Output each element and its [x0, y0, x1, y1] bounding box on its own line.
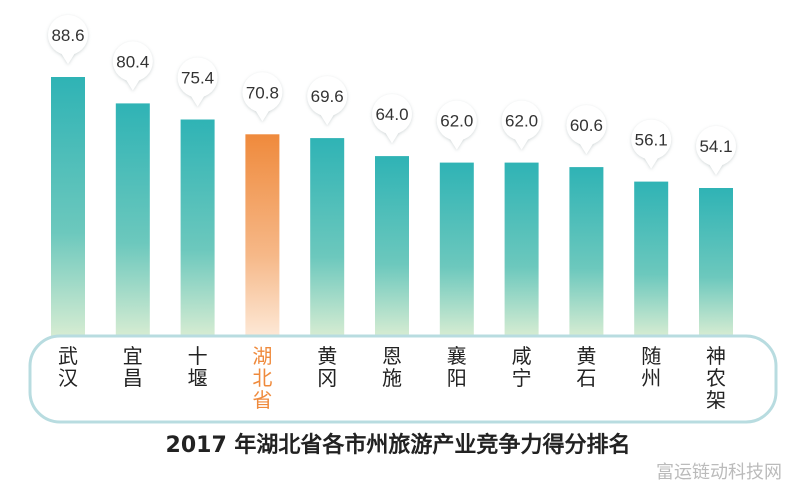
bubble-circle — [372, 94, 412, 135]
bubble-tail-fill — [644, 157, 659, 169]
value-bubble-1: 88.6 — [48, 15, 88, 64]
bar-3 — [180, 119, 215, 336]
value-label: 69.6 — [311, 87, 344, 106]
category-label-4: 湖北省 — [252, 344, 272, 412]
category-char: 北 — [252, 366, 272, 390]
category-char: 黄 — [576, 344, 596, 368]
value-label: 88.6 — [51, 26, 84, 45]
category-char: 汉 — [58, 366, 78, 390]
category-char: 昌 — [123, 366, 143, 390]
value-label: 70.8 — [246, 83, 279, 102]
bubble-tail-fill — [125, 79, 140, 91]
category-char: 阳 — [447, 366, 467, 390]
value-label: 54.1 — [699, 137, 732, 156]
category-char: 施 — [382, 366, 402, 390]
value-bubble-5: 69.6 — [307, 76, 348, 126]
bar-5 — [310, 138, 345, 336]
category-char: 宜 — [123, 344, 143, 368]
category-char: 襄 — [447, 344, 467, 368]
category-label-6: 恩施 — [382, 344, 402, 390]
bubble-tail-fill — [385, 132, 399, 144]
bubble-tail-fill — [320, 114, 335, 126]
value-label: 64.0 — [375, 105, 408, 124]
bar-4 — [245, 134, 280, 336]
category-char: 恩 — [382, 344, 402, 368]
category-char: 堰 — [188, 366, 208, 390]
category-label-7: 襄阳 — [447, 344, 467, 390]
bubble-circle — [112, 41, 153, 82]
bubble-tail-fill — [449, 138, 464, 150]
bubble-circle — [501, 100, 542, 141]
bar-8 — [504, 162, 539, 336]
category-char: 宁 — [512, 366, 532, 390]
bar-6 — [375, 156, 409, 336]
value-bubble-6: 64.0 — [372, 94, 412, 144]
bubble-circle — [307, 76, 348, 117]
value-bubble-3: 75.4 — [177, 57, 218, 107]
value-label: 80.4 — [116, 52, 149, 71]
bar-2 — [115, 103, 150, 337]
bubble-circle — [696, 126, 736, 166]
category-label-2: 宜昌 — [123, 344, 143, 390]
category-char: 武 — [58, 344, 78, 368]
bubble-tail-fill — [514, 138, 529, 150]
bar-11 — [699, 188, 733, 336]
category-char: 十 — [188, 344, 208, 368]
value-label: 56.1 — [635, 131, 668, 150]
value-bubble-11: 54.1 — [696, 126, 736, 175]
category-char: 农 — [706, 366, 726, 390]
category-char: 州 — [641, 366, 661, 390]
category-char: 咸 — [512, 344, 532, 368]
value-bubble-7: 62.0 — [436, 100, 477, 150]
category-char: 湖 — [252, 344, 272, 368]
bubble-circle — [631, 119, 672, 160]
value-bubble-9: 60.6 — [566, 105, 607, 155]
category-band — [28, 334, 778, 424]
chart-title: 2017 年湖北省各市州旅游产业竞争力得分排名 — [166, 432, 631, 458]
category-char: 随 — [641, 344, 661, 368]
category-char: 神 — [706, 344, 726, 368]
value-label: 62.0 — [440, 112, 473, 131]
category-char: 架 — [706, 388, 726, 412]
category-label-9: 黄石 — [576, 344, 596, 390]
bubble-circle — [436, 100, 477, 141]
value-label: 62.0 — [505, 112, 538, 131]
category-label-11: 神农架 — [706, 344, 726, 412]
bar-9 — [569, 167, 604, 336]
bubble-circle — [48, 15, 88, 55]
watermark: 富运链动科技网 — [656, 462, 782, 483]
bar-1 — [51, 77, 85, 336]
category-label-1: 武汉 — [58, 344, 78, 390]
bars-group — [51, 77, 733, 337]
bubble-circle — [242, 72, 283, 113]
bubble-circle — [177, 57, 218, 98]
category-char: 黄 — [317, 344, 337, 368]
category-char: 省 — [252, 388, 272, 412]
bubble-tail-fill — [61, 53, 75, 64]
category-label-10: 随州 — [641, 344, 661, 390]
bar-7 — [439, 162, 474, 336]
bubble-circle — [566, 105, 607, 146]
bubble-tail-fill — [709, 164, 723, 175]
bar-10 — [634, 181, 669, 336]
value-label: 75.4 — [181, 68, 214, 87]
category-label-8: 咸宁 — [512, 344, 532, 390]
value-bubbles-group: 88.6 80.4 75.4 70.8 69.6 64.0 62.0 62.0 60.6 56.1… — [48, 15, 736, 175]
bubble-tail-fill — [255, 110, 270, 122]
category-label-5: 黄冈 — [317, 344, 337, 390]
category-char: 冈 — [317, 366, 337, 390]
value-bubble-4: 70.8 — [242, 72, 283, 122]
bubble-tail-fill — [579, 143, 594, 155]
value-bubble-8: 62.0 — [501, 100, 542, 150]
bubble-tail-fill — [190, 95, 205, 107]
category-label-3: 十堰 — [188, 344, 208, 390]
value-bubble-2: 80.4 — [112, 41, 153, 91]
value-label: 60.6 — [570, 116, 603, 135]
category-char: 石 — [576, 366, 596, 390]
value-bubble-10: 56.1 — [631, 119, 672, 169]
